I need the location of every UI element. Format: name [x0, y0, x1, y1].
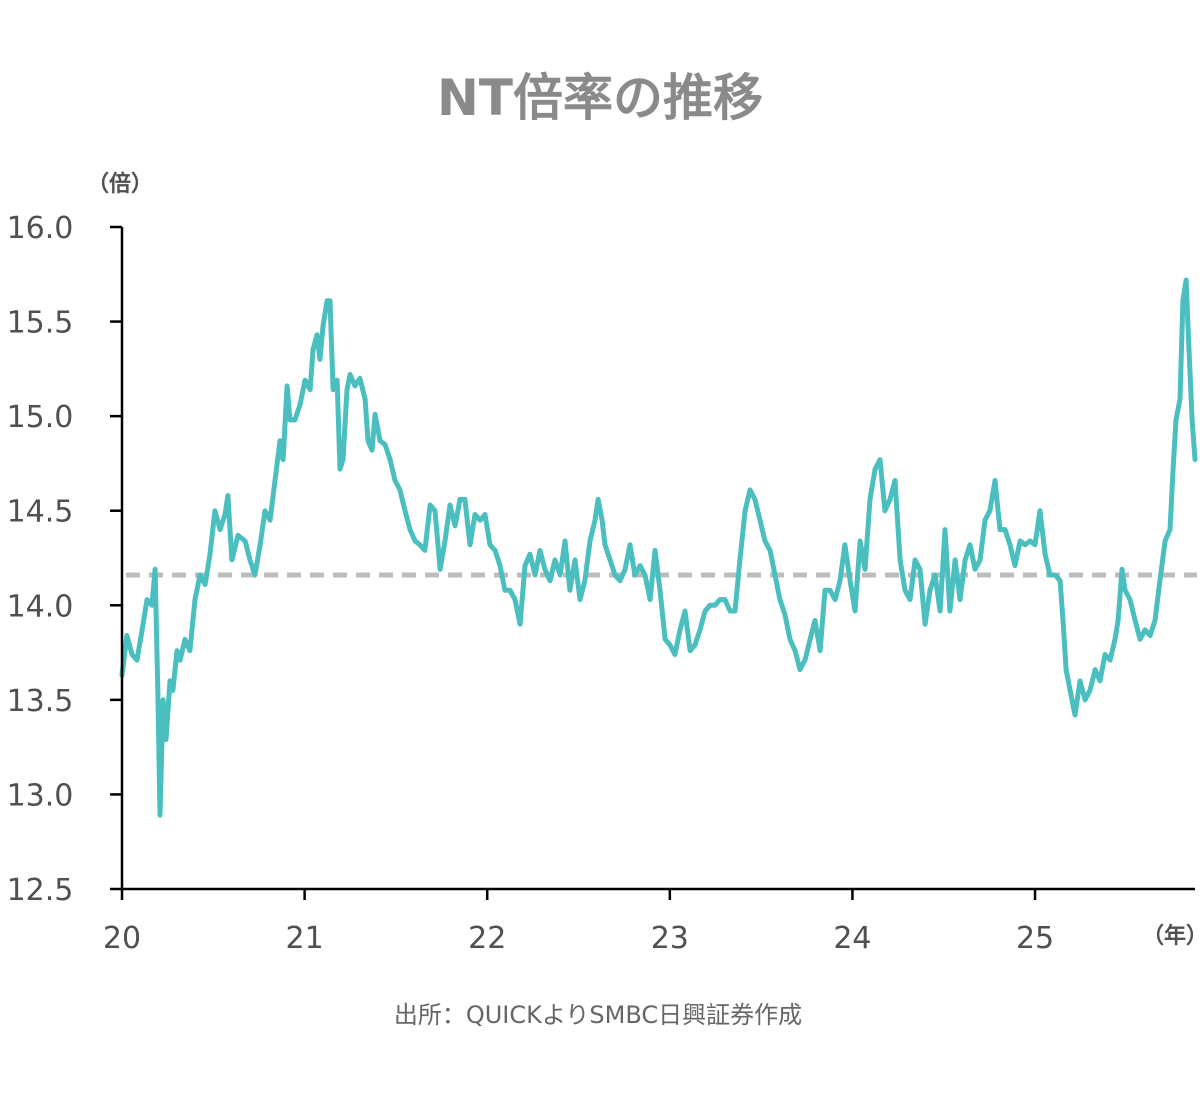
y-tick-label: 15.0 [7, 400, 74, 435]
y-tick-label: 15.5 [7, 306, 74, 341]
y-tick-label: 13.5 [7, 684, 74, 719]
y-tick-label: 14.5 [7, 495, 74, 530]
x-axis-unit: （年） [1142, 923, 1200, 949]
x-tick-label: 20 [103, 921, 141, 956]
y-axis-ticks: 12.5 13.0 13.5 14.0 14.5 15.0 15.5 16.0 [7, 211, 122, 908]
y-tick-label: 13.0 [7, 778, 74, 813]
y-tick-label: 14.0 [7, 589, 74, 624]
x-tick-label: 22 [468, 921, 506, 956]
y-axis-unit: （倍） [87, 171, 153, 197]
x-tick-label: 24 [833, 921, 871, 956]
y-tick-label: 16.0 [7, 211, 74, 246]
x-tick-label: 23 [651, 921, 689, 956]
series-line-nt-ratio [119, 277, 1198, 818]
y-tick-label: 12.5 [7, 873, 74, 908]
x-tick-label: 21 [286, 921, 324, 956]
x-axis-ticks: 20 21 22 23 24 25 [103, 889, 1054, 956]
source-note: 出所：QUICKよりSMBC日興証券作成 [394, 1001, 802, 1029]
chart-title: NT倍率の推移 [437, 69, 763, 127]
x-tick-label: 25 [1016, 921, 1054, 956]
